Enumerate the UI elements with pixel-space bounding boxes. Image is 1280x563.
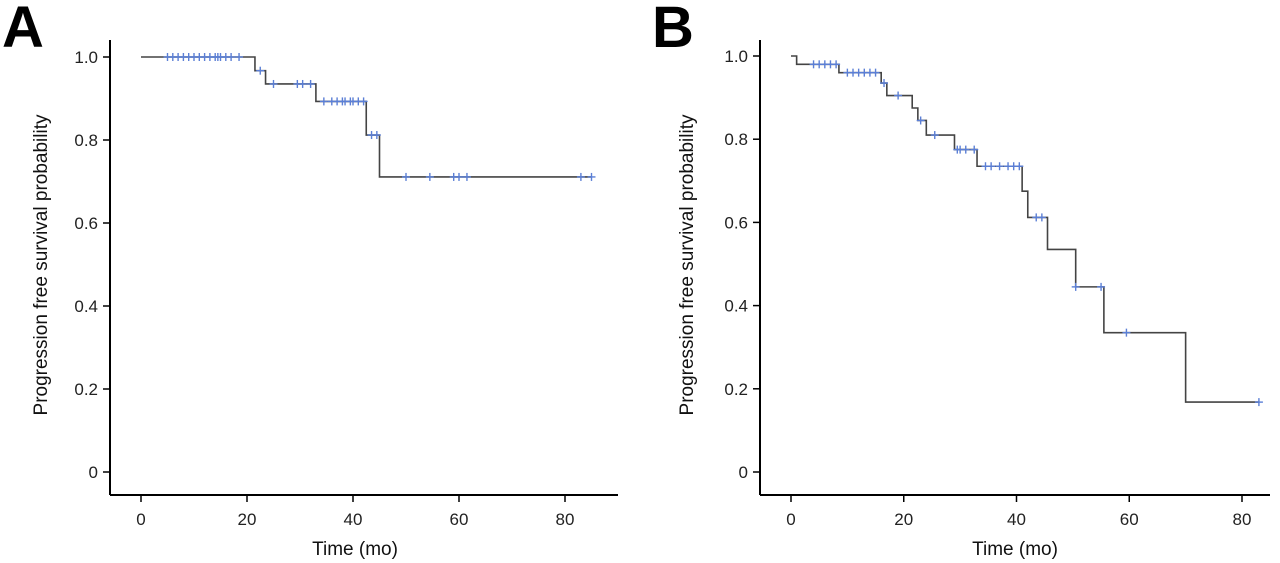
x-tick-label: 80 — [1233, 510, 1252, 529]
censor-mark — [961, 145, 970, 154]
y-tick-label: 0.8 — [74, 131, 98, 150]
censor-mark — [832, 60, 841, 69]
y-tick-label: 1.0 — [724, 47, 748, 66]
censor-mark — [269, 79, 278, 88]
censor-mark — [462, 172, 471, 181]
censor-mark — [359, 97, 368, 106]
censor-mark — [425, 172, 434, 181]
y-tick-label: 0 — [739, 463, 748, 482]
km-plot-b: Time (mo) Progression free survival prob… — [677, 40, 1270, 560]
x-tick-label: 40 — [1007, 510, 1026, 529]
censor-mark — [319, 97, 328, 106]
y-tick-label: 1.0 — [74, 48, 98, 67]
censor-mark — [576, 172, 585, 181]
y-tick-label: 0 — [89, 463, 98, 482]
censor-mark — [587, 172, 596, 181]
censor-mark — [995, 162, 1004, 171]
x-tick-label: 0 — [786, 510, 795, 529]
survival-curve — [791, 55, 1259, 403]
x-tick-label: 0 — [136, 510, 145, 529]
censor-mark — [235, 53, 244, 61]
censor-mark — [1015, 162, 1024, 171]
censor-mark — [987, 162, 996, 171]
y-axis-label: Progression free survival probability — [677, 114, 698, 415]
y-tick-label: 0.6 — [724, 213, 748, 232]
x-axis-label: Time (mo) — [312, 539, 398, 560]
x-tick-label: 80 — [556, 510, 575, 529]
y-tick-label: 0.4 — [724, 297, 748, 316]
censor-mark — [455, 172, 463, 181]
censor-mark — [306, 79, 315, 88]
censor-mark — [227, 53, 236, 61]
censor-mark — [1037, 213, 1046, 222]
censor-mark — [256, 66, 265, 75]
censor-mark — [372, 131, 381, 140]
chart-panel-a: A Time (mo) Progression free survival pr… — [2, 0, 618, 560]
panel-label-a: A — [2, 0, 44, 60]
y-tick-label: 0.8 — [724, 130, 748, 149]
censor-mark — [916, 116, 925, 125]
x-tick-label: 40 — [344, 510, 363, 529]
x-tick-label: 20 — [238, 510, 257, 529]
y-tick-label: 0.2 — [74, 380, 98, 399]
x-tick-label: 20 — [894, 510, 913, 529]
censor-mark — [402, 172, 410, 181]
censor-mark — [1254, 398, 1263, 407]
censor-mark — [894, 91, 903, 100]
censor-mark — [880, 79, 889, 88]
y-tick-label: 0.6 — [74, 214, 98, 233]
y-axis-label: Progression free survival probability — [31, 114, 52, 415]
survival-curve — [141, 56, 592, 178]
x-tick-label: 60 — [1120, 510, 1139, 529]
censor-mark — [1071, 282, 1080, 291]
chart-panel-b: B Time (mo) Progression free survival pr… — [640, 0, 1280, 563]
censor-mark — [930, 131, 939, 140]
x-tick-label: 60 — [450, 510, 469, 529]
censor-mark — [1122, 328, 1131, 337]
panel-label-b: B — [652, 0, 694, 60]
y-tick-label: 0.4 — [74, 297, 98, 316]
censor-mark — [1097, 282, 1106, 291]
censor-mark — [871, 68, 880, 77]
censor-mark — [298, 79, 307, 88]
km-plot-a: Time (mo) Progression free survival prob… — [31, 40, 618, 560]
y-tick-label: 0.2 — [724, 380, 748, 399]
censor-mark — [970, 145, 979, 154]
x-axis-label: Time (mo) — [972, 539, 1058, 560]
